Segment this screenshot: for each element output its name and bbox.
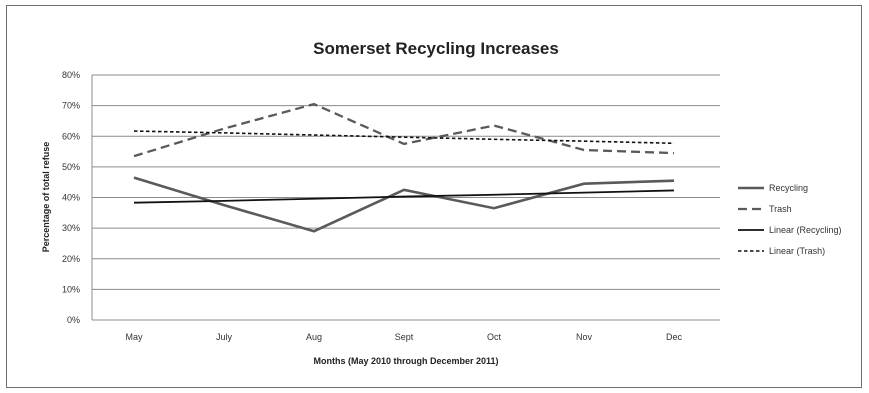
x-tick-label: Aug bbox=[306, 332, 322, 342]
legend-label: Linear (Trash) bbox=[769, 246, 825, 256]
legend: Recycling Trash Linear (Recycling) Linear (… bbox=[738, 183, 842, 256]
y-tick-label: 60% bbox=[62, 131, 80, 141]
series-line-linear-recycling bbox=[133, 189, 675, 204]
y-axis-ticks: 0% 10% 20% 30% 40% 50% 60% 70% 80% bbox=[62, 70, 80, 325]
x-tick-label: May bbox=[125, 332, 143, 342]
x-axis-title: Months (May 2010 through December 2011) bbox=[313, 356, 498, 366]
y-axis-title: Percentage of total refuse bbox=[41, 142, 51, 253]
y-tick-label: 50% bbox=[62, 162, 80, 172]
x-tick-label: July bbox=[216, 332, 233, 342]
series-line-linear-trash bbox=[133, 130, 675, 145]
x-tick-label: Sept bbox=[395, 332, 414, 342]
y-tick-label: 30% bbox=[62, 223, 80, 233]
y-tick-label: 20% bbox=[62, 254, 80, 264]
x-tick-label: Dec bbox=[666, 332, 683, 342]
legend-label: Recycling bbox=[769, 183, 808, 193]
y-tick-label: 80% bbox=[62, 70, 80, 80]
y-tick-label: 0% bbox=[67, 315, 80, 325]
grid bbox=[91, 74, 720, 321]
chart-title: Somerset Recycling Increases bbox=[313, 39, 559, 58]
legend-label: Linear (Recycling) bbox=[769, 225, 842, 235]
x-tick-label: Oct bbox=[487, 332, 502, 342]
series-lines bbox=[133, 102, 675, 233]
x-tick-label: Nov bbox=[576, 332, 593, 342]
series-line-recycling bbox=[133, 176, 675, 233]
y-tick-label: 10% bbox=[62, 284, 80, 294]
y-tick-label: 70% bbox=[62, 101, 80, 111]
legend-label: Trash bbox=[769, 204, 792, 214]
y-tick-label: 40% bbox=[62, 193, 80, 203]
x-axis-ticks: May July Aug Sept Oct Nov Dec bbox=[125, 332, 682, 342]
series-line-trash bbox=[133, 102, 675, 158]
